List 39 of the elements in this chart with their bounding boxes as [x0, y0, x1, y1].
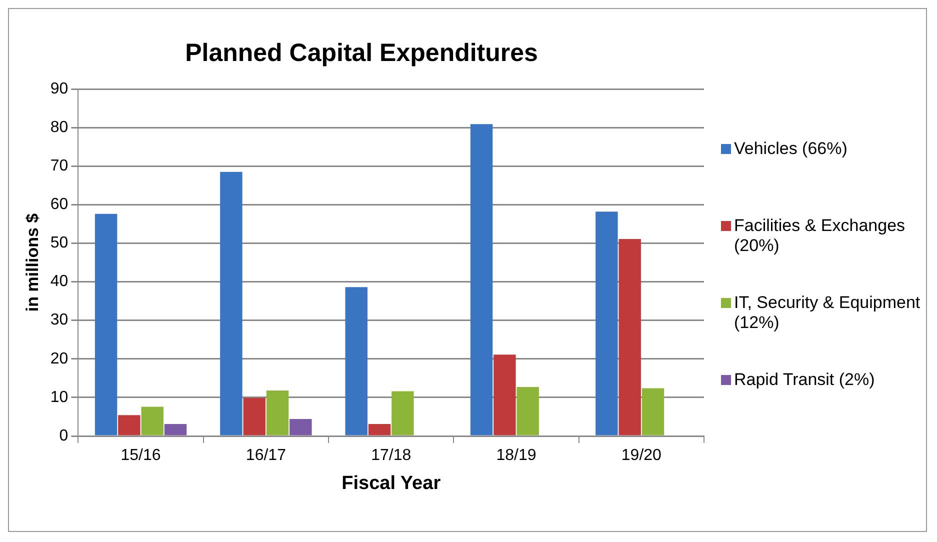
y-tick-label: 90 [50, 80, 68, 98]
bar [470, 124, 493, 436]
y-axis-title: in millions $ [22, 212, 42, 312]
bar [164, 424, 187, 436]
y-tick-label: 20 [50, 350, 68, 368]
y-tick-label: 10 [50, 388, 68, 406]
x-tick-label: 18/19 [496, 447, 536, 464]
y-tick-label: 40 [50, 273, 68, 290]
x-tick-label: 17/18 [371, 447, 412, 464]
y-tick-label: 60 [50, 196, 68, 214]
legend-label: Vehicles (66%) [734, 139, 848, 159]
bar [596, 212, 618, 436]
y-tick-label: 50 [50, 234, 68, 252]
bar [642, 388, 664, 436]
bar [290, 419, 312, 436]
bar [141, 406, 164, 436]
bar [243, 398, 266, 436]
chart-title: Planned Capital Expenditures [185, 38, 538, 67]
bar [118, 415, 140, 436]
legend-label: IT, Security & Equipment (12%) [734, 293, 922, 333]
bar [220, 172, 242, 436]
bar [94, 214, 118, 436]
y-tick-label: 80 [50, 118, 68, 136]
x-axis-title: Fiscal Year [342, 472, 442, 494]
bar [618, 238, 641, 436]
bar [392, 391, 414, 436]
bar [345, 287, 368, 436]
x-tick-label: 19/20 [621, 447, 662, 464]
bar [266, 390, 289, 436]
x-tick-label: 16/17 [246, 447, 286, 464]
x-tick-label: 15/16 [120, 447, 161, 464]
y-tick-label: 30 [50, 312, 68, 329]
legend-label: Facilities & Exchanges (20%) [734, 216, 906, 256]
bar [494, 354, 516, 436]
bar [516, 387, 539, 436]
y-tick-label: 0 [59, 427, 68, 444]
bar [368, 424, 391, 436]
legend-label: Rapid Transit (2%) [734, 370, 875, 390]
y-tick-label: 70 [50, 158, 68, 175]
